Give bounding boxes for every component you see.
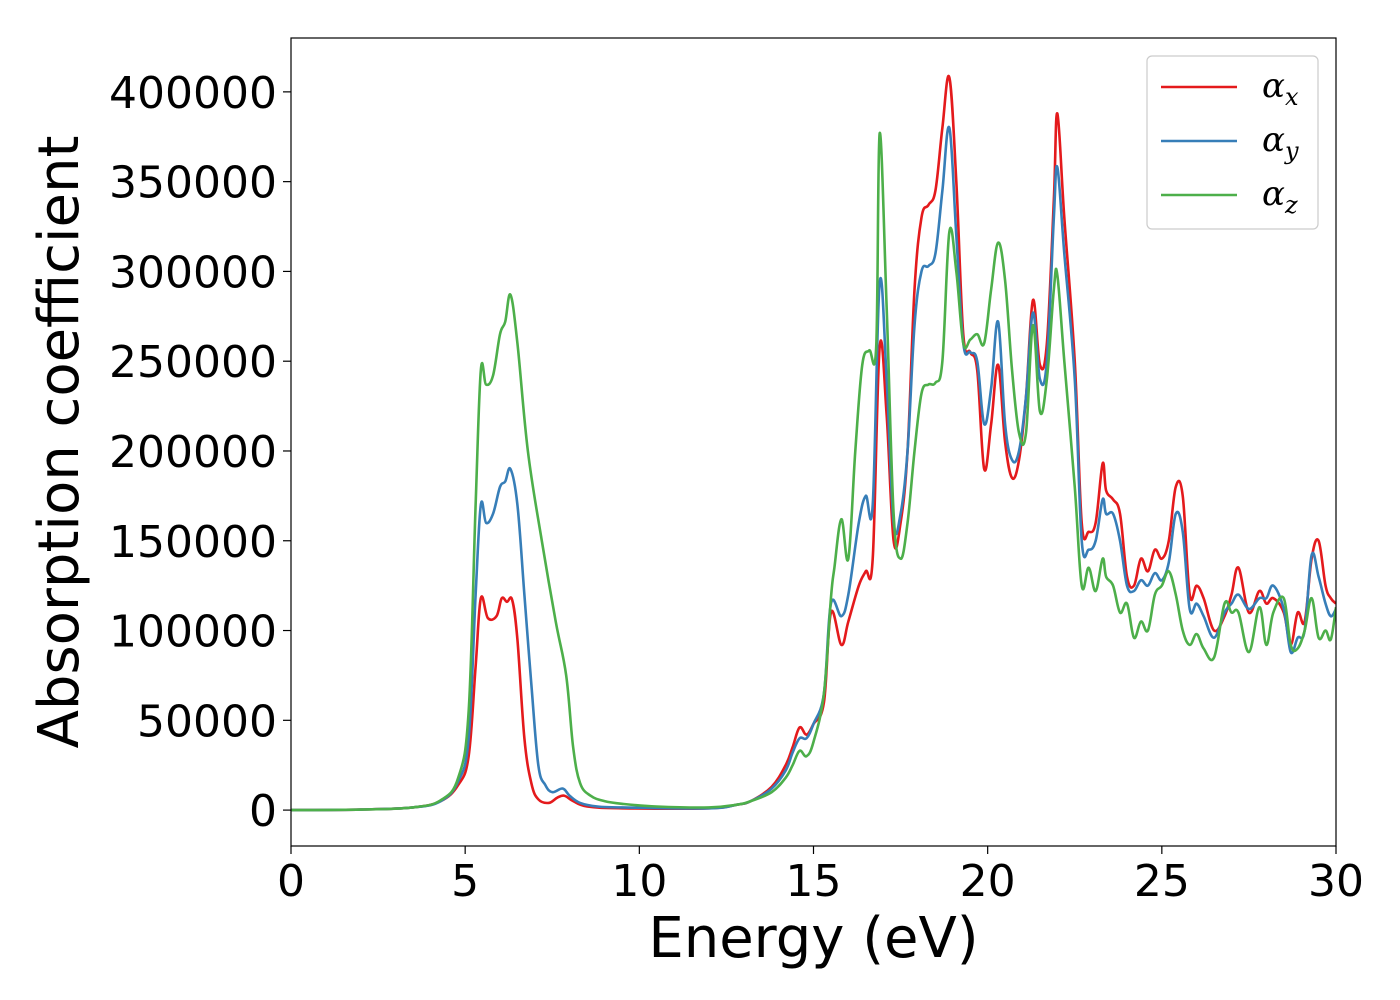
x-tick-label: 0 — [277, 856, 305, 907]
x-axis: 0 5 10 15 20 25 30 — [277, 846, 1364, 907]
series-line-z — [291, 131, 1336, 812]
x-axis-label: Energy (eV) — [648, 906, 978, 971]
series-line-y — [291, 125, 1336, 812]
x-tick-label: 20 — [960, 856, 1016, 907]
legend-label-y: αy — [1262, 120, 1299, 165]
plot-lines — [291, 74, 1336, 812]
legend-label-x: αx — [1262, 66, 1299, 111]
y-tick-label: 300000 — [109, 247, 277, 298]
y-axis: 0 50000 100000 150000 200000 250000 300000 3500… — [109, 68, 291, 837]
y-tick-label: 100000 — [109, 607, 277, 658]
x-tick-label: 30 — [1308, 856, 1364, 907]
y-tick-label: 400000 — [109, 68, 277, 119]
x-tick-label: 10 — [611, 856, 667, 907]
y-axis-label: Absorption coefficient — [27, 136, 92, 749]
legend: αx αy αz — [1146, 55, 1319, 230]
y-tick-label: 350000 — [109, 158, 277, 209]
y-tick-label: 250000 — [109, 337, 277, 388]
x-tick-label: 5 — [451, 856, 479, 907]
y-tick-label: 200000 — [109, 427, 277, 478]
y-tick-label: 0 — [249, 786, 277, 837]
x-tick-label: 15 — [786, 856, 842, 907]
x-tick-label: 25 — [1134, 856, 1190, 907]
legend-label-z: αz — [1262, 174, 1298, 219]
y-tick-label: 50000 — [137, 696, 277, 747]
y-tick-label: 150000 — [109, 517, 277, 568]
legend-box — [1146, 55, 1319, 230]
